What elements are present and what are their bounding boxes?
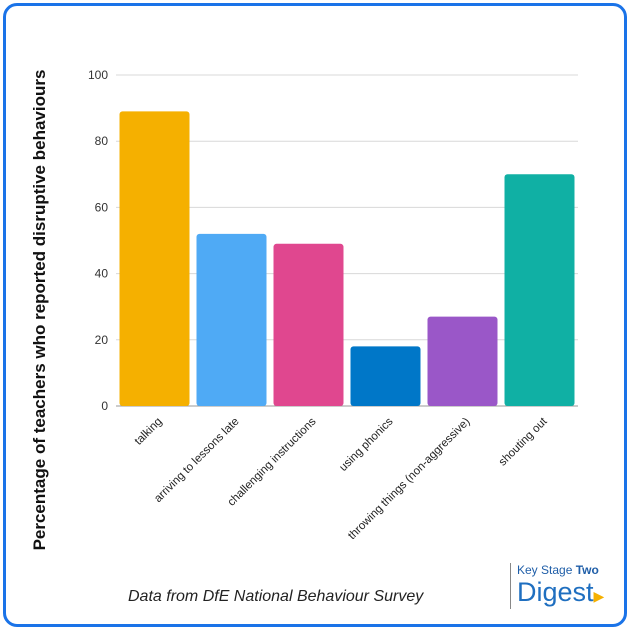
logo-text-1: Key Stage bbox=[517, 563, 573, 577]
play-icon: ▶ bbox=[593, 588, 605, 604]
x-tick-label: talking bbox=[133, 416, 165, 448]
x-tick-label: using phonics bbox=[337, 415, 395, 473]
y-axis-label: Percentage of teachers who reported disr… bbox=[30, 69, 49, 551]
x-tick-label: throwing things (non-aggressive) bbox=[346, 416, 473, 543]
y-tick-label: 80 bbox=[95, 134, 109, 148]
y-tick-label: 40 bbox=[95, 267, 109, 281]
y-tick-label: 20 bbox=[95, 333, 109, 347]
x-tick-label: arriving to lessons late bbox=[152, 416, 241, 505]
y-tick-label: 0 bbox=[101, 399, 108, 413]
y-tick-label: 100 bbox=[88, 68, 108, 82]
bar-1 bbox=[196, 233, 267, 406]
y-tick-label: 60 bbox=[95, 200, 109, 214]
x-tick-label: challenging instructions bbox=[226, 415, 319, 508]
logo: Key Stage Two Digest▶ bbox=[510, 563, 604, 609]
bar-0 bbox=[119, 111, 190, 406]
source-note: Data from DfE National Behaviour Survey bbox=[128, 588, 424, 605]
bar-5 bbox=[504, 174, 575, 406]
logo-text-bold: Two bbox=[575, 563, 599, 577]
logo-text-2: Digest bbox=[517, 577, 594, 607]
bar-4 bbox=[427, 316, 498, 406]
x-tick-label: shouting out bbox=[497, 415, 550, 468]
bar-3 bbox=[350, 346, 421, 406]
bar-2 bbox=[273, 243, 344, 406]
